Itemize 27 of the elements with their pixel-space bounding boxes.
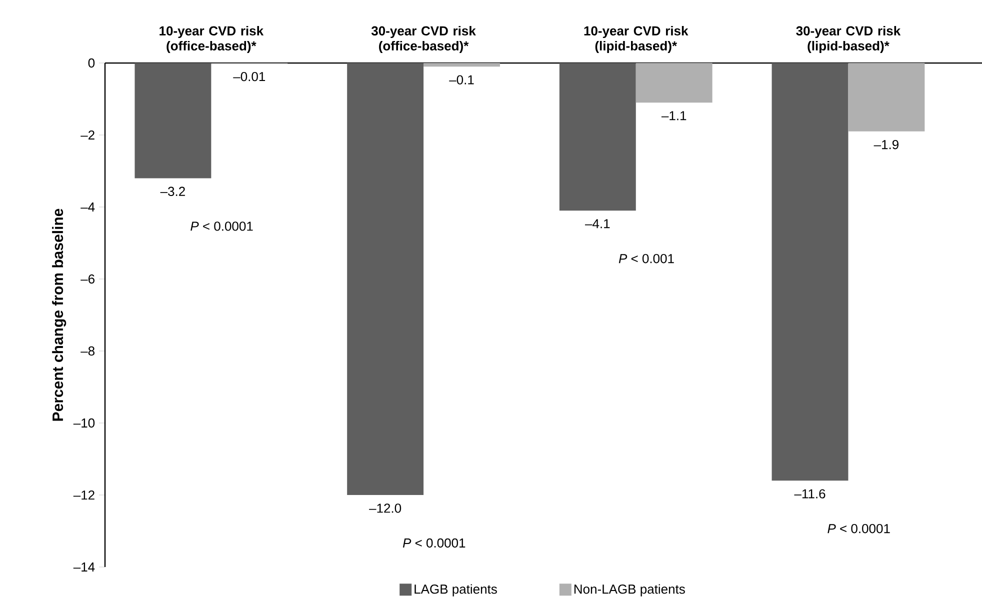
x-tick-label: 30-year CVD risk (lipid-based)*: [796, 26, 901, 54]
annotation: P < 0.0001: [402, 538, 466, 548]
y-tick-label: –8: [80, 346, 94, 356]
y-axis-title: Percent change from baseline: [52, 208, 66, 421]
y-tick-label: –4: [80, 202, 95, 212]
annotation: P < 0.0001: [828, 524, 890, 534]
annotation: P < 0.0001: [190, 222, 253, 231]
data-label: –0.01: [233, 72, 266, 82]
data-label: –4.1: [585, 219, 610, 228]
y-tick-label: –12: [73, 490, 94, 500]
data-label: –3.2: [160, 186, 185, 196]
data-label: –1.9: [874, 140, 898, 150]
data-label: –1.1: [661, 111, 686, 120]
legend-label: LAGB patients: [414, 584, 497, 596]
x-tick-label: 10-year CVD risk (office-based)*: [160, 26, 264, 54]
x-tick-label: 30-year CVD risk (office-based)*: [371, 26, 476, 54]
y-tick-label: 0: [88, 58, 95, 68]
data-label: –12.0: [369, 504, 402, 513]
y-tick-label: –2: [80, 130, 94, 140]
annotation: P < 0.001: [618, 254, 674, 264]
x-tick-label: 10-year CVD risk (lipid-based)*: [584, 26, 688, 54]
y-tick-label: –6: [80, 274, 94, 284]
legend-label: Non-LAGB patients: [574, 584, 685, 596]
y-tick-label: –14: [73, 562, 95, 572]
y-tick-label: –10: [73, 418, 95, 428]
data-label: –11.6: [794, 489, 826, 498]
data-label: –0.1: [449, 75, 474, 84]
